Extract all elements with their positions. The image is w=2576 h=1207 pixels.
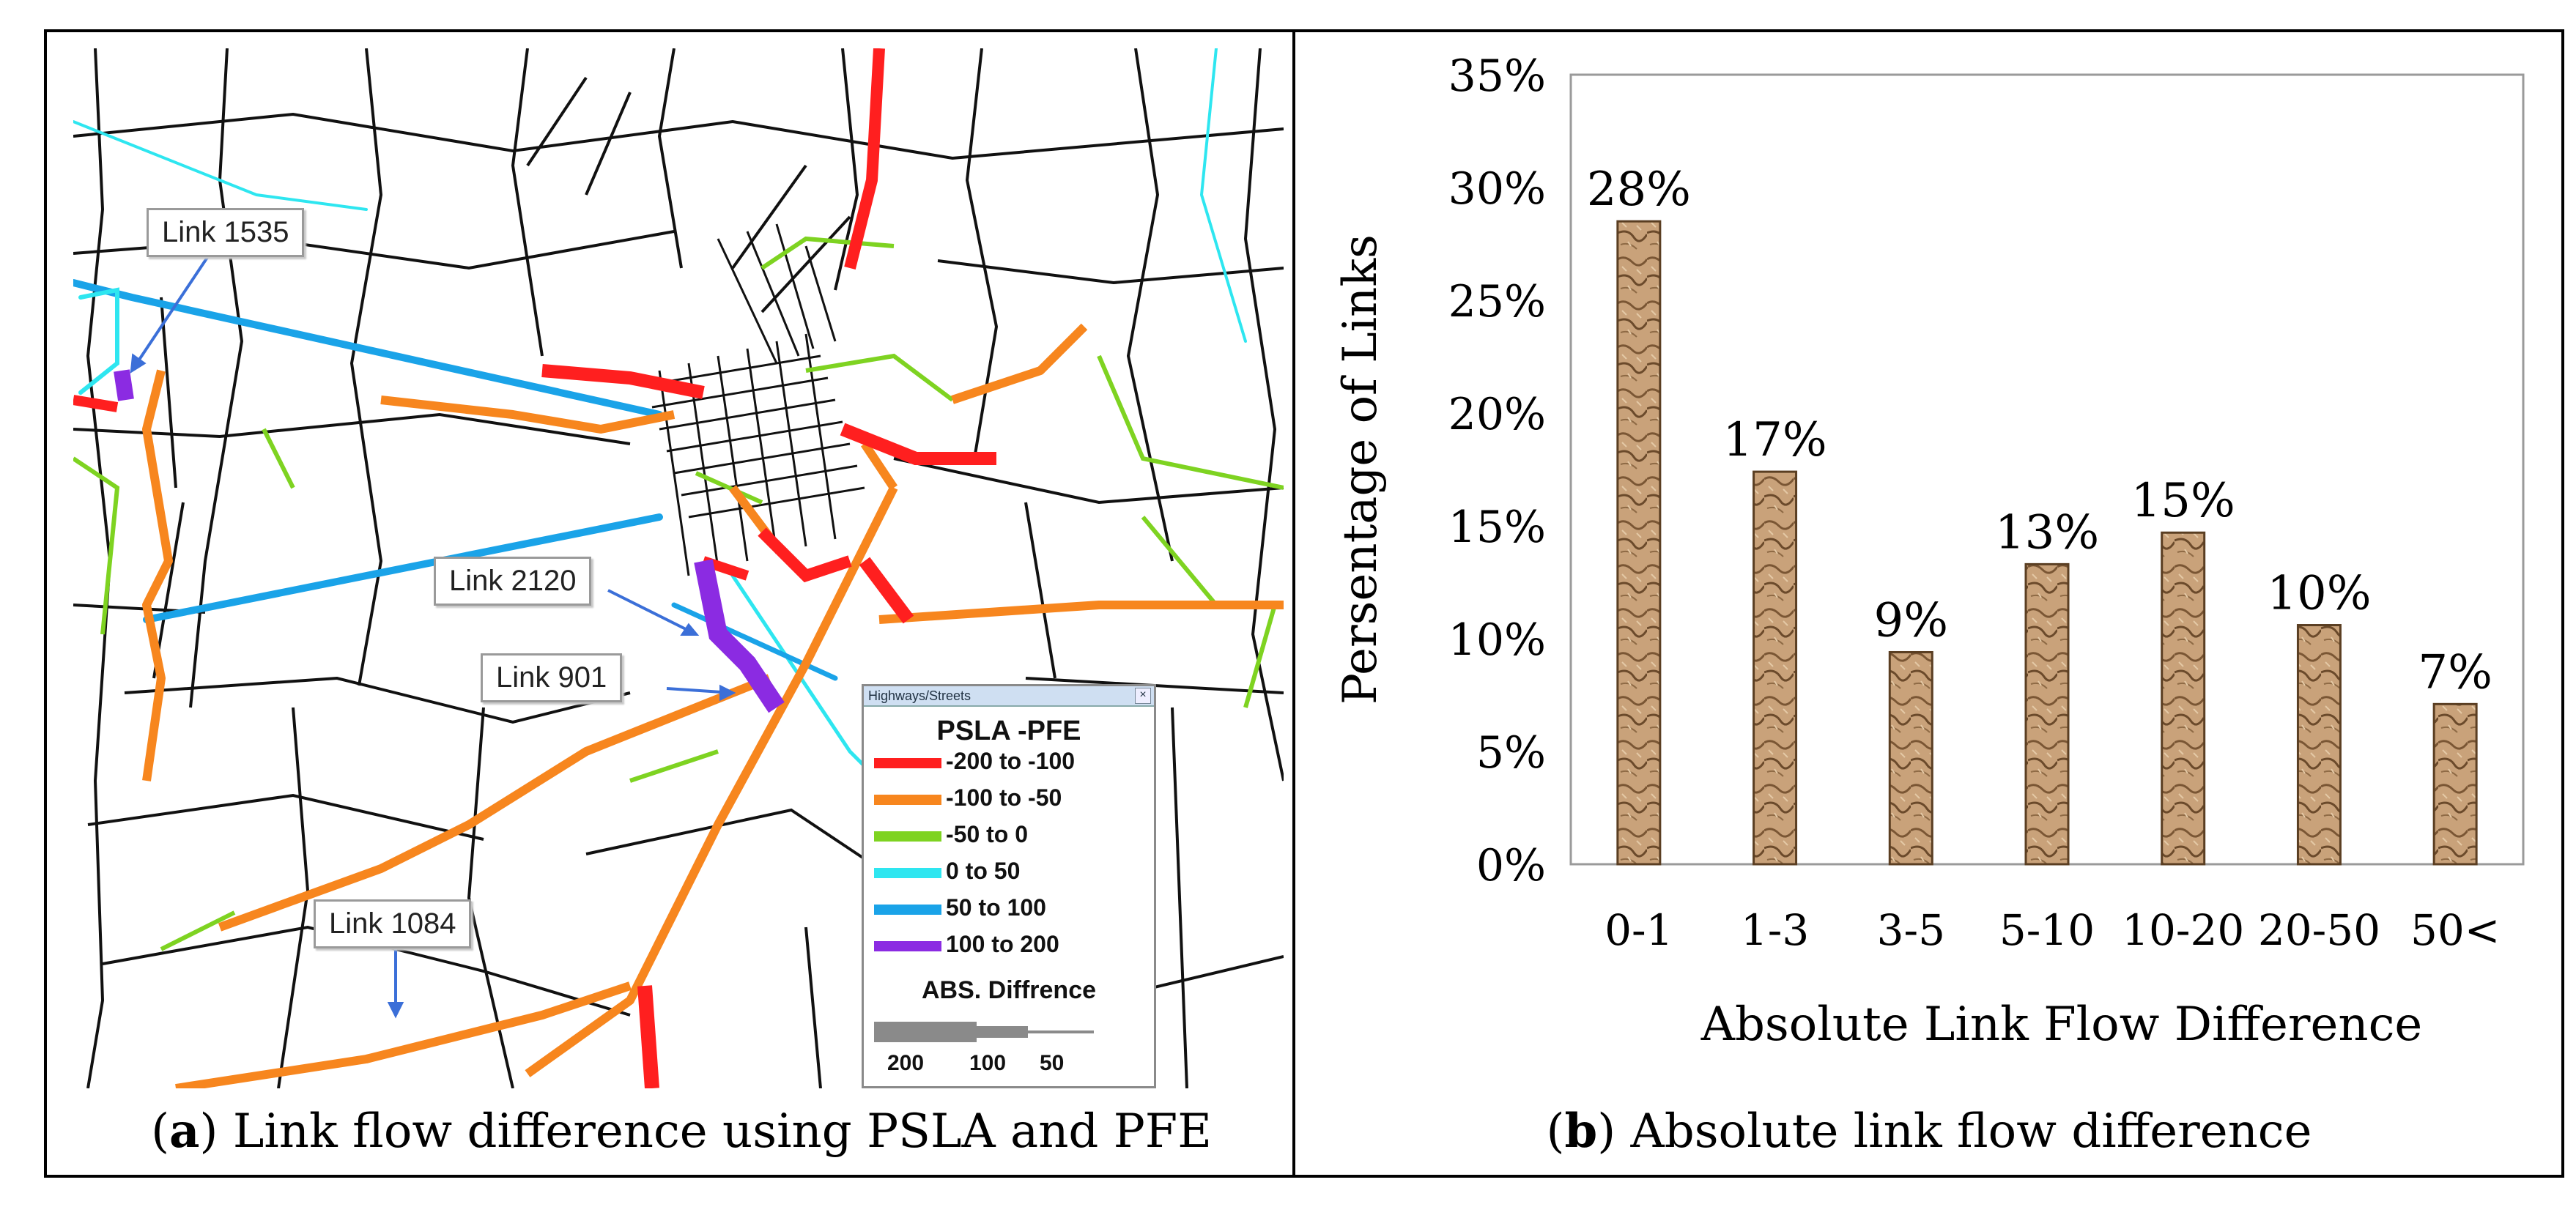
x-tick-label: 20-50: [2258, 905, 2380, 955]
bar-10-20: [2161, 531, 2206, 866]
x-tick-label: 10-20: [2122, 905, 2244, 955]
data-label: 13%: [1995, 505, 2099, 560]
x-tick-label: 0-1: [1605, 905, 1673, 955]
legend-item: 0 to 50: [874, 853, 1020, 888]
data-label: 28%: [1587, 163, 1691, 217]
y-tick-label: 10%: [1448, 614, 1546, 666]
legend-size-50: 50: [1040, 1051, 1065, 1075]
legend-swatch: [874, 757, 941, 768]
bar-chart: 0% 5% 10% 15% 20% 25% 30% 35% 0-1 1-3 3-5 5-10 10-2…: [1333, 51, 2525, 1052]
y-tick-label: 5%: [1476, 727, 1546, 779]
legend-item: 100 to 200: [874, 926, 1059, 962]
legend-swatch: [874, 940, 941, 951]
caption-a: (a) Link flow difference using PSLA and …: [73, 1099, 1289, 1165]
link-flow-map: Link 1535 Link 2120 Link 901 Link 1084 H…: [73, 48, 1284, 1088]
y-tick-label: 20%: [1448, 389, 1546, 440]
legend-swatch: [874, 904, 941, 915]
bar-5-10: [2024, 562, 2070, 866]
panel-divider: [1292, 29, 1295, 1178]
callout-link-1084: Link 1084: [314, 899, 472, 948]
legend-label: -100 to -50: [946, 784, 1062, 811]
map-legend-window[interactable]: Highways/Streets × PSLA -PFE -200 to -10…: [862, 684, 1156, 1088]
caption-b-letter: b: [1564, 1104, 1598, 1159]
caption-b-open: (: [1546, 1104, 1565, 1159]
legend-swatch: [874, 831, 941, 842]
legend-swatch: [874, 867, 941, 878]
callout-link-1535: Link 1535: [147, 208, 305, 257]
bar-20-50: [2296, 624, 2342, 866]
data-label: 9%: [1874, 593, 1949, 647]
legend-window-title: Highways/Streets: [868, 688, 971, 703]
y-tick-label: 25%: [1448, 276, 1546, 327]
x-axis-label: Absolute Link Flow Difference: [1700, 998, 2423, 1052]
bar-1-3: [1753, 470, 1798, 866]
y-axis-label: Persentage of Links: [1333, 234, 1388, 705]
legend-size-100: 100: [969, 1051, 1007, 1075]
callout-arrows: [130, 237, 736, 1019]
data-label: 7%: [2418, 645, 2492, 699]
caption-a-letter: a: [169, 1104, 200, 1159]
y-tick-label: 0%: [1476, 840, 1546, 891]
y-tick-label: 30%: [1448, 163, 1546, 215]
callout-link-2120: Link 2120: [434, 557, 592, 606]
x-tick-label: 3-5: [1877, 905, 1945, 955]
x-tick-label: 5-10: [1999, 905, 2095, 955]
legend-item: -100 to -50: [874, 780, 1062, 815]
caption-b-text: ) Absolute link flow difference: [1597, 1104, 2312, 1159]
caption-a-open: (: [151, 1104, 170, 1159]
legend-label: 100 to 200: [946, 931, 1059, 957]
bar-0-1: [1616, 220, 1662, 866]
legend-label: 50 to 100: [946, 894, 1046, 921]
x-tick-label: 50<: [2410, 905, 2500, 955]
legend-label: -200 to -100: [946, 748, 1076, 774]
caption-b: (b) Absolute link flow difference: [1295, 1099, 2563, 1165]
large-negative-routes: [73, 48, 996, 1088]
legend-width-scale: [874, 1022, 1094, 1042]
legend-size-200: 200: [887, 1051, 925, 1075]
x-tick-label: 1-3: [1741, 905, 1809, 955]
legend-label: 0 to 50: [946, 858, 1021, 884]
legend-item: 50 to 100: [874, 890, 1046, 925]
downtown-grid: [644, 223, 865, 576]
legend-item: -200 to -100: [874, 743, 1075, 779]
close-icon[interactable]: ×: [1135, 688, 1151, 704]
legend-titlebar[interactable]: Highways/Streets ×: [864, 686, 1154, 707]
legend-swatch: [874, 794, 941, 805]
bar-3-5: [1888, 650, 1933, 866]
data-label: 17%: [1722, 413, 1826, 467]
bar-chart-panel: 0% 5% 10% 15% 20% 25% 30% 35% 0-1 1-3 3-5 5-10 10-2…: [1295, 32, 2563, 1090]
legend-abs-title: ABS. Diffrence: [921, 976, 1097, 1004]
data-label: 10%: [2267, 567, 2371, 621]
y-tick-label: 35%: [1448, 51, 1546, 102]
callout-link-901: Link 901: [481, 653, 623, 702]
y-tick-label: 15%: [1448, 502, 1546, 553]
legend-label: -50 to 0: [946, 821, 1029, 847]
highlighted-links: [114, 369, 785, 713]
caption-a-text: ) Link flow difference using PSLA and PF…: [199, 1104, 1212, 1159]
bar-50<: [2432, 702, 2478, 866]
data-label: 15%: [2131, 474, 2235, 528]
legend-title: PSLA -PFE: [936, 716, 1081, 746]
slight-negative-routes: [73, 236, 1284, 951]
legend-item: -50 to 0: [874, 817, 1028, 852]
